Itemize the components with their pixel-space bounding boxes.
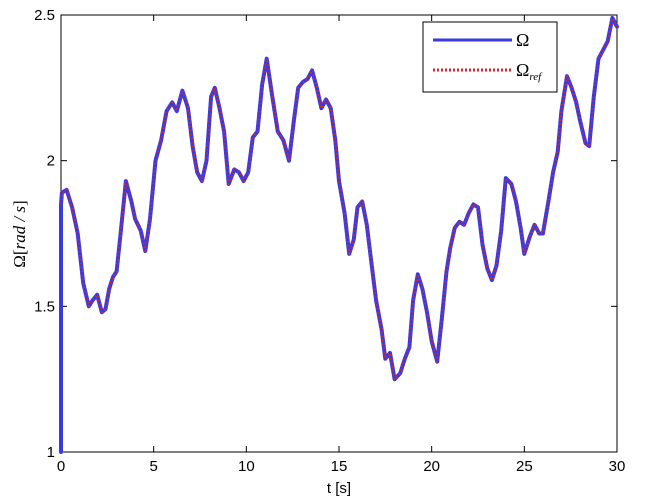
axis-tick-labels: 0 5 10 15 20 25 30 1 1.5 2 2.5: [34, 7, 625, 475]
legend-box: [422, 21, 558, 93]
x-tick-label: 0: [57, 458, 65, 475]
legend: Ω Ωref: [422, 21, 558, 93]
legend-label-omega: Ω: [516, 30, 529, 50]
y-tick-label: 1.5: [34, 298, 55, 315]
x-tick-label: 30: [609, 458, 626, 475]
series-line-omega-ref: [60, 16, 618, 381]
x-tick-label: 25: [516, 458, 533, 475]
legend-label-omega-ref: Ωref: [516, 60, 543, 83]
x-axis-label: t [s]: [327, 480, 351, 497]
y-tick-label: 1: [47, 444, 55, 461]
y-tick-label: 2.5: [34, 7, 55, 24]
y-axis-label: Ω[rad / s]: [10, 200, 29, 267]
x-tick-label: 20: [423, 458, 440, 475]
series-layer: [59, 15, 619, 454]
x-tick-label: 10: [238, 458, 255, 475]
y-tick-label: 2: [47, 153, 55, 170]
x-tick-label: 15: [331, 458, 348, 475]
x-tick-label: 5: [149, 458, 157, 475]
